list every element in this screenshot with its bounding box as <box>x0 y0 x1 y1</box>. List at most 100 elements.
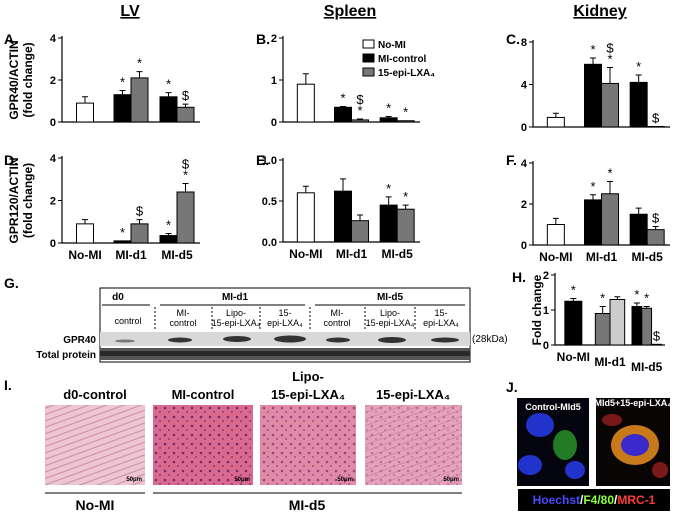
significance-marker: * <box>600 291 605 306</box>
y-tick-label: 4 <box>50 153 57 165</box>
bar <box>76 223 94 244</box>
significance-marker: * <box>183 168 188 183</box>
significance-marker: * <box>137 56 142 71</box>
error-bar <box>357 118 363 120</box>
panel-label: G. <box>4 275 19 291</box>
y-tick-label: 8 <box>521 37 527 49</box>
legend-label: No-MI <box>378 40 406 51</box>
blot-lane: Lipo- <box>226 308 246 318</box>
blot-lane: MI- <box>331 308 344 318</box>
significance-marker: * <box>386 181 391 196</box>
error-bar <box>165 232 172 236</box>
x-tick-label: MI-d5 <box>631 360 663 374</box>
bar <box>601 193 619 246</box>
group-label: No-MI <box>76 497 115 513</box>
y-tick-label: 4 <box>521 158 528 170</box>
significance-marker: * <box>403 189 408 204</box>
bar <box>176 106 195 123</box>
x-tick-label: MI-d1 <box>594 355 626 369</box>
error-bar <box>643 306 650 309</box>
staining-title: Control-MId5 <box>525 402 581 412</box>
bar <box>296 192 315 243</box>
blot-lane: control <box>169 318 196 328</box>
significance-marker: * <box>634 287 639 302</box>
error-bar <box>182 103 189 108</box>
significance-marker: * <box>571 282 576 297</box>
error-bar <box>165 92 172 97</box>
error-bar <box>119 90 126 95</box>
error-bar <box>136 219 143 224</box>
y-axis-label: GPR120/ACTIN <box>7 157 21 243</box>
bar <box>379 204 398 243</box>
legend-part: / <box>580 493 584 507</box>
y-tick-label: 2 <box>50 75 56 87</box>
y-tick-label: 0 <box>543 340 549 352</box>
x-tick-label: No-MI <box>68 248 101 262</box>
significance-marker: * <box>340 90 345 105</box>
bar <box>564 300 583 346</box>
error-bar <box>402 204 409 210</box>
panel-label: D. <box>4 152 18 168</box>
group-label: MI-d5 <box>289 497 326 513</box>
y-tick-label: 1.0 <box>262 155 277 167</box>
error-bar <box>607 67 613 84</box>
significance-marker: * <box>636 59 641 74</box>
blot-lane: control <box>323 318 350 328</box>
bar <box>396 120 415 123</box>
y-tick-label: 0.0 <box>262 237 277 249</box>
significance-marker: * <box>607 52 612 67</box>
bar <box>601 82 619 128</box>
significance-marker: $ <box>182 157 190 172</box>
blot-lane: Lipo- <box>380 308 400 318</box>
significance-marker: * <box>590 42 595 57</box>
bar <box>159 96 178 123</box>
error-bar <box>635 74 642 83</box>
error-bar <box>182 183 189 192</box>
y-tick-label: 1 <box>543 305 549 317</box>
blot-row: GPR40 <box>63 335 96 346</box>
histology-title: Lipo- <box>292 369 324 384</box>
bar <box>629 213 648 246</box>
y-axis-label: GPR40/ACTIN <box>7 40 21 119</box>
blot-group: d0 <box>112 292 124 303</box>
legend-swatch <box>362 39 375 49</box>
scale-label: 50μm <box>337 477 353 483</box>
bar <box>351 119 369 123</box>
error-bar <box>635 207 642 215</box>
bar <box>546 224 565 246</box>
scale-label: 50μm <box>126 477 142 483</box>
x-tick-label: No-MI <box>539 250 572 264</box>
error-bar <box>302 185 309 193</box>
y-axis-label: (fold change) <box>21 42 35 117</box>
bar <box>379 117 398 123</box>
panel-label: A. <box>4 31 18 47</box>
y-tick-label: 2 <box>521 199 527 211</box>
significance-marker: $ <box>356 92 364 107</box>
bar <box>646 229 665 246</box>
bar <box>130 223 149 244</box>
y-tick-label: 4 <box>521 80 528 92</box>
legend-part: / <box>614 493 618 507</box>
error-bar <box>340 105 346 108</box>
histology-title: d0-control <box>63 387 127 402</box>
blot <box>99 287 471 363</box>
y-tick-label: 0 <box>271 117 277 129</box>
panel-label: C. <box>506 31 520 47</box>
y-tick-label: 4 <box>50 33 57 45</box>
scale-label: 50μm <box>234 477 250 483</box>
y-axis-label: Fold change <box>530 274 544 345</box>
error-bar <box>552 217 559 225</box>
bar <box>334 190 352 243</box>
panel-label: B. <box>256 31 270 47</box>
significance-marker: $ <box>652 211 660 226</box>
column-header: LV <box>120 3 140 20</box>
y-tick-label: 0 <box>50 238 56 250</box>
x-tick-label: MI-d1 <box>336 247 368 261</box>
bar <box>584 63 602 128</box>
y-tick-label: 2 <box>50 196 56 208</box>
bar <box>159 235 178 244</box>
histology-title: MI-control <box>172 387 235 402</box>
error-bar <box>82 219 88 224</box>
error-bar <box>570 297 577 302</box>
